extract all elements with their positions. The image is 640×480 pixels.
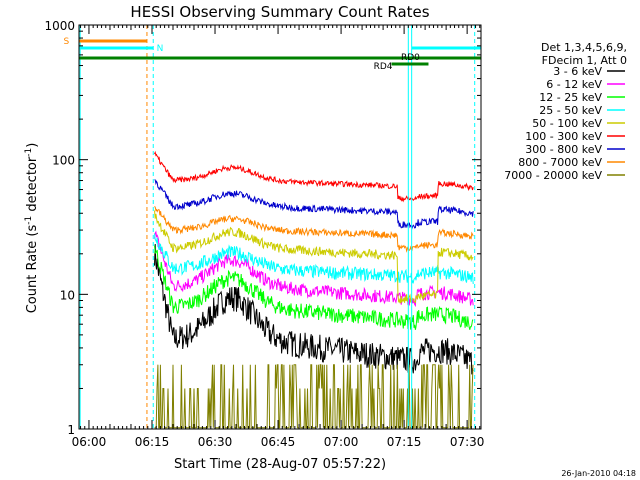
legend-header-2: FDecim 1, Att 0 — [542, 54, 627, 67]
flag-label-rd0: RD0 — [401, 53, 420, 63]
legend-label-5: 50 - 100 keV — [532, 117, 602, 130]
legend-label-3: 12 - 25 keV — [539, 91, 602, 104]
x-tick-label-4: 06:45 — [261, 435, 296, 449]
x-tick-label-1: 06:00 — [72, 435, 107, 449]
series-line-8 — [154, 206, 474, 253]
series-line-4 — [154, 233, 474, 285]
series-line-6 — [154, 150, 474, 203]
x-tick-label-3: 06:30 — [198, 435, 233, 449]
series-line-1 — [154, 243, 474, 375]
legend-label-6: 100 - 300 keV — [525, 130, 602, 143]
y-axis-label-sup-2: -1 — [24, 148, 34, 157]
y-axis-label-part-3: ) — [25, 143, 40, 148]
legend-label-1: 3 - 6 keV — [553, 65, 602, 78]
flags-layer: S N RD0 RD4 — [63, 25, 481, 429]
legend-label-8: 800 - 7000 keV — [518, 156, 602, 169]
legend-label-4: 25 - 50 keV — [539, 104, 602, 117]
y-tick-label-4: 1000 — [44, 19, 75, 33]
legend-label-2: 6 - 12 keV — [546, 78, 602, 91]
legend-header-1: Det 1,3,4,5,6,9, — [541, 41, 627, 54]
plot-area — [79, 25, 481, 429]
y-tick-label-3: 100 — [52, 154, 75, 168]
series-line-7 — [154, 179, 474, 230]
y-axis-label: Count Rate (s-1 detector-1) — [24, 143, 40, 314]
x-axis-label: Start Time (28-Aug-07 05:57:22) — [174, 457, 386, 472]
y-tick-label-2: 10 — [60, 288, 75, 302]
series-line-9 — [154, 364, 474, 429]
flag-label-s: S — [63, 37, 69, 47]
chart-title: HESSI Observing Summary Count Rates — [130, 3, 429, 21]
series-line-5 — [154, 210, 474, 304]
y-axis-label-part-2: detector — [25, 156, 40, 216]
flag-label-rd4: RD4 — [374, 62, 393, 72]
y-tick-label-1: 1 — [67, 423, 75, 437]
footer-date: 26-Jan-2010 04:18 — [561, 469, 636, 478]
series-line-3 — [154, 245, 474, 330]
flag-label-n: N — [157, 44, 164, 54]
plot-frame — [78, 24, 482, 430]
legend: Det 1,3,4,5,6,9,FDecim 1, Att 03 - 6 keV… — [504, 41, 627, 182]
legend-label-7: 300 - 800 keV — [525, 143, 602, 156]
series-layer — [154, 150, 474, 429]
plot-background — [79, 25, 481, 429]
axes: 1 10 100 1000 06:00 06:15 06:30 06:45 07:00 07:15… — [44, 19, 484, 449]
series-line-2 — [154, 230, 474, 308]
y-axis-label-part-1: Count Rate (s — [25, 225, 40, 314]
y-axis-label-sup-1: -1 — [24, 216, 34, 225]
x-tick-label-5: 07:00 — [324, 435, 359, 449]
legend-label-9: 7000 - 20000 keV — [504, 169, 602, 182]
x-tick-label-7: 07:30 — [450, 435, 485, 449]
x-tick-label-2: 06:15 — [135, 435, 170, 449]
x-tick-label-6: 07:15 — [387, 435, 422, 449]
